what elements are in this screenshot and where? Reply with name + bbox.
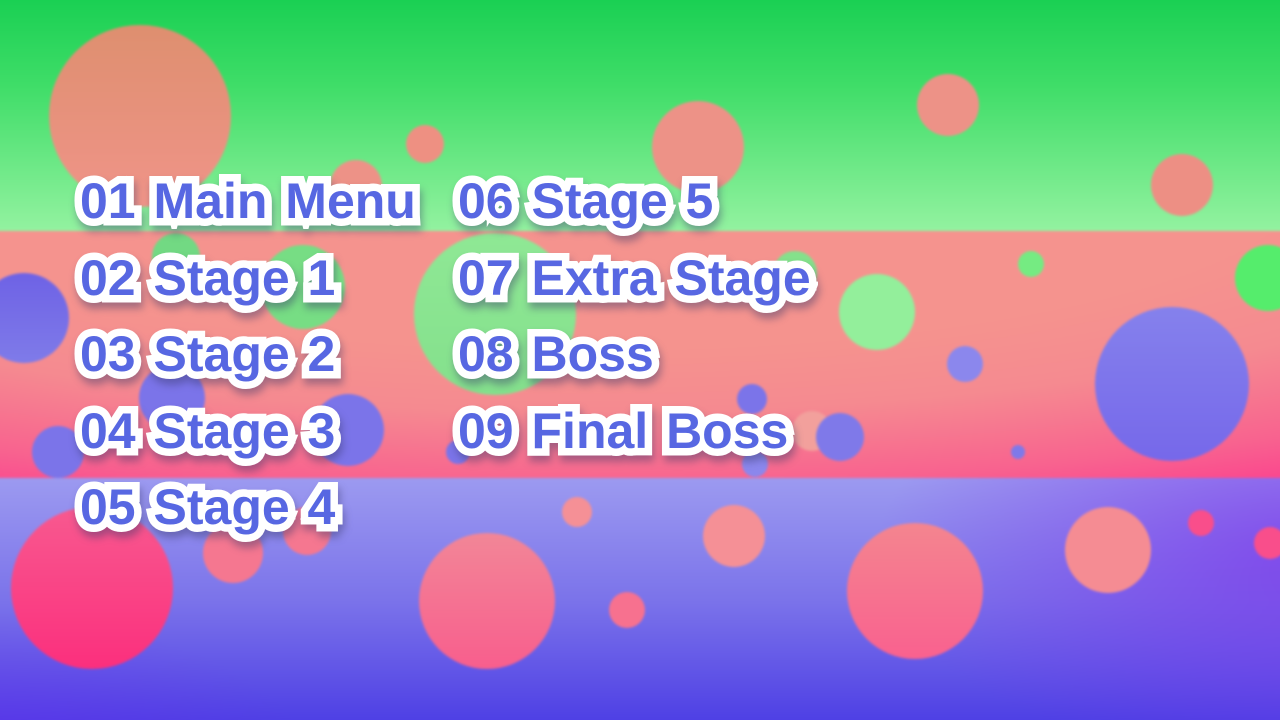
decorative-circle	[419, 533, 555, 669]
track-label: 01 Main Menu	[80, 173, 416, 229]
decorative-circle	[917, 74, 979, 136]
decorative-circle	[261, 245, 345, 329]
decorative-circle	[406, 125, 444, 163]
decorative-circle	[312, 394, 384, 466]
decorative-circle	[32, 426, 84, 478]
decorative-circle	[446, 440, 470, 464]
track-label-outline: 04 Stage 3	[72, 399, 342, 464]
track-item-07-extra-stage[interactable]: 07 Extra Stage 07 Extra Stage	[451, 246, 819, 311]
track-label-outline: 08 Boss	[451, 322, 662, 387]
track-label: 03 Stage 2	[80, 326, 336, 382]
track-label-outline: 06 Stage 5	[450, 169, 720, 234]
decorative-circle	[152, 233, 200, 281]
decorative-circle	[414, 233, 576, 395]
decorative-circle	[0, 273, 69, 363]
track-item-03-stage-2[interactable]: 03 Stage 2 03 Stage 2	[72, 322, 342, 387]
track-label: 02 Stage 1	[80, 250, 336, 306]
decorative-circle	[1151, 154, 1213, 216]
decorative-circle	[609, 592, 645, 628]
track-label: 07 Extra Stage	[458, 250, 811, 306]
band-red	[0, 231, 1280, 478]
decorative-circle	[816, 413, 864, 461]
decorative-circle	[1188, 510, 1214, 536]
track-label: 05 Stage 4	[80, 479, 336, 535]
decorative-circle	[1018, 251, 1044, 277]
decorative-circle	[49, 25, 231, 207]
decorative-circle	[652, 101, 744, 193]
track-item-01-main-menu[interactable]: 01 Main Menu 01 Main Menu	[73, 169, 424, 234]
decorative-circle	[11, 507, 173, 669]
track-label-outline: 01 Main Menu	[73, 169, 424, 234]
decorative-circle	[1254, 527, 1280, 559]
track-item-02-stage-1[interactable]: 02 Stage 1 02 Stage 1	[72, 246, 342, 311]
decorative-circle	[283, 507, 331, 555]
track-label-outline: 05 Stage 4	[72, 475, 342, 540]
track-label: 09 Final Boss	[458, 403, 789, 459]
track-label-outline: 02 Stage 1	[72, 246, 342, 311]
decorative-circle	[139, 365, 205, 431]
decorative-circle	[947, 346, 983, 382]
track-label-outline: 07 Extra Stage	[451, 246, 819, 311]
track-label: 08 Boss	[458, 326, 654, 382]
decorative-circle	[1235, 245, 1280, 311]
decorative-circle	[847, 523, 983, 659]
decorative-circle	[1065, 507, 1151, 593]
track-label: 06 Stage 5	[458, 173, 714, 229]
decorative-circle	[737, 384, 767, 414]
decorative-circle	[1095, 307, 1249, 461]
track-item-05-stage-4[interactable]: 05 Stage 4 05 Stage 4	[72, 475, 342, 540]
decorative-circle	[562, 497, 592, 527]
track-item-09-final-boss[interactable]: 09 Final Boss 09 Final Boss	[450, 399, 795, 464]
track-item-04-stage-3[interactable]: 04 Stage 3 04 Stage 3	[72, 399, 342, 464]
track-item-06-stage-5[interactable]: 06 Stage 5 06 Stage 5	[450, 169, 720, 234]
decorative-circle	[203, 523, 263, 583]
decorative-circle	[703, 505, 765, 567]
track-label-outline: 03 Stage 2	[72, 322, 342, 387]
decorative-circle	[1011, 445, 1025, 459]
decorative-circle	[330, 160, 382, 212]
decorative-circle	[839, 274, 915, 350]
track-item-08-boss[interactable]: 08 Boss 08 Boss	[451, 322, 662, 387]
decorative-circle	[742, 451, 768, 477]
track-label: 04 Stage 3	[80, 403, 336, 459]
decorative-circle	[773, 251, 817, 295]
track-label-outline: 09 Final Boss	[450, 399, 795, 464]
